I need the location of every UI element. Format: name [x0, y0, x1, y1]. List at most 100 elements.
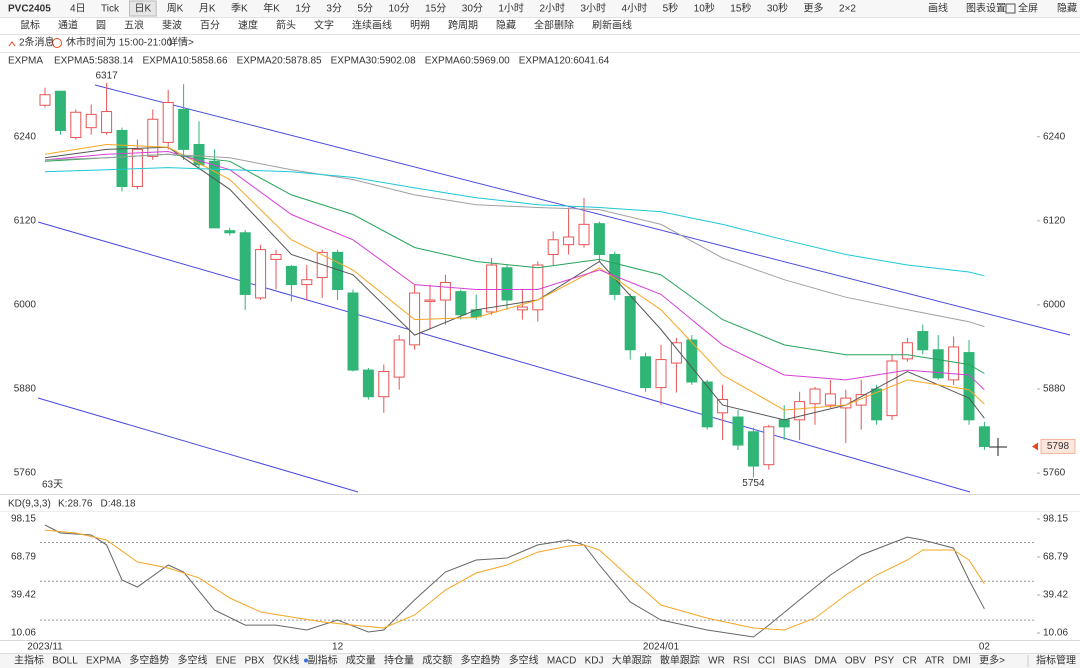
candle-body	[763, 426, 775, 466]
candle-body	[285, 265, 297, 286]
y-tick-label: 98.15	[1043, 514, 1068, 525]
manage-link[interactable]: 指标管理	[1036, 654, 1076, 667]
period-tab[interactable]: 季K	[231, 3, 248, 15]
indicator-tab[interactable]: MACD	[547, 656, 576, 667]
notice-text: 休市时间为 15:00-21:00	[66, 36, 173, 49]
indicator-tab[interactable]: 更多>	[979, 654, 1005, 667]
toolbar-action[interactable]: 图表设置	[966, 2, 1006, 15]
legend-entry: EXPMA30:5902.08	[331, 56, 416, 67]
period-tab[interactable]: 30分	[462, 3, 483, 15]
candle-body	[624, 296, 636, 351]
candle-body	[547, 239, 559, 255]
notice-link[interactable]: 详情>	[168, 36, 194, 49]
period-tab[interactable]: 4日	[70, 4, 86, 15]
indicator-tab[interactable]: 成交量	[346, 654, 376, 667]
indicator-tab[interactable]: OBV	[845, 656, 866, 667]
period-tab[interactable]: 3小时	[581, 3, 607, 15]
drawing-tool[interactable]: 明朔	[410, 19, 430, 32]
indicator-tab[interactable]: DMA	[814, 656, 837, 667]
bottom-bar	[0, 653, 1080, 668]
period-tab[interactable]: 1分	[295, 3, 311, 15]
candle-body	[932, 349, 944, 379]
indicator-tab[interactable]: 成交额	[422, 654, 452, 667]
indicator-tab[interactable]: ATR	[925, 656, 944, 667]
y-tick-label: 6240	[14, 131, 37, 142]
period-tab[interactable]: 3分	[326, 3, 342, 15]
indicator-tab[interactable]: 大单跟踪	[612, 654, 652, 667]
period-tab[interactable]: 周K	[167, 3, 184, 15]
period-tab[interactable]: 更多	[804, 2, 824, 15]
candle-body	[255, 249, 267, 299]
indicator-tab[interactable]: CCI	[758, 656, 775, 667]
period-tab[interactable]: 2×2	[839, 4, 856, 15]
indicator-tab[interactable]: 多空线	[509, 654, 539, 667]
drawing-tool[interactable]: 鼠标	[20, 19, 40, 32]
period-tab[interactable]: 4小时	[622, 3, 648, 15]
candle-body	[948, 346, 960, 381]
top-bar	[0, 0, 1080, 17]
indicator-tab[interactable]: 主指标	[14, 654, 44, 667]
drawing-tool[interactable]: 隐藏	[496, 20, 516, 32]
period-tab[interactable]: 10分	[389, 3, 410, 15]
period-tab[interactable]: 10秒	[694, 2, 715, 15]
toolbar-action[interactable]: 全屏	[1018, 2, 1038, 15]
indicator-tab[interactable]: CR	[902, 656, 916, 667]
symbol[interactable]: PVC2405	[8, 4, 51, 15]
indicator-tab[interactable]: 副指标	[308, 654, 338, 667]
period-tab[interactable]: 15秒	[730, 2, 751, 15]
expma-line	[44, 150, 985, 391]
period-tab[interactable]: 2小时	[539, 3, 565, 15]
message-count[interactable]: 2条消息	[19, 36, 55, 49]
expma-line	[44, 153, 985, 374]
period-tab[interactable]: 1小时	[498, 3, 524, 15]
candle-body	[393, 339, 405, 378]
period-tab[interactable]: 月K	[199, 3, 216, 15]
candle-body	[439, 282, 451, 301]
drawing-tool[interactable]: 文字	[314, 19, 334, 32]
candle-body	[486, 264, 498, 313]
indicator-tab[interactable]: BOLL	[52, 656, 78, 667]
candle-body	[378, 370, 390, 398]
toolbar-action[interactable]: 画线	[928, 2, 948, 15]
indicator-tab[interactable]: ENE	[216, 656, 237, 667]
drawing-tool[interactable]: 连续画线	[352, 19, 392, 32]
indicator-tab[interactable]: PSY	[874, 656, 894, 667]
toolbar-action[interactable]: 隐藏	[1057, 3, 1077, 15]
period-tab[interactable]: Tick	[101, 4, 120, 15]
collapse-icon	[8, 41, 16, 47]
indicator-tab[interactable]: KDJ	[585, 656, 604, 667]
drawing-tool[interactable]: 箭头	[276, 19, 296, 32]
drawing-tool[interactable]: 百分	[200, 20, 220, 32]
indicator-tab[interactable]: PBX	[244, 656, 264, 667]
drawing-tool[interactable]: 五浪	[124, 19, 144, 32]
drawing-tool[interactable]: 圆	[96, 20, 106, 32]
indicator-tab[interactable]: 多空趋势	[460, 654, 500, 667]
channel-line	[37, 397, 359, 493]
indicator-tab[interactable]: RSI	[733, 656, 750, 667]
clock-icon	[52, 38, 62, 48]
drawing-tool[interactable]: 刷新画线	[592, 19, 632, 32]
drawing-tool[interactable]: 速度	[238, 19, 258, 32]
drawing-tool[interactable]: 跨周期	[448, 20, 478, 32]
indicator-tab[interactable]: DMI	[953, 656, 971, 667]
y-tick-label: 10.06	[1043, 628, 1068, 639]
period-tab[interactable]: 年K	[263, 2, 280, 15]
indicator-tab[interactable]: 多空线	[177, 654, 207, 667]
indicator-tab[interactable]: 仅K线	[273, 654, 300, 667]
period-tab[interactable]: 30秒	[767, 2, 788, 15]
indicator-tab[interactable]: 持仓量	[384, 654, 414, 667]
period-tab[interactable]: 5分	[357, 3, 373, 15]
indicator-tab[interactable]: 多空趋势	[129, 654, 169, 667]
indicator-tab[interactable]: EXPMA	[86, 656, 121, 667]
indicator-tab[interactable]: WR	[708, 656, 725, 667]
indicator-tab[interactable]: 散单跟踪	[660, 654, 700, 667]
period-tab[interactable]: 日K	[135, 4, 152, 15]
candle-body	[778, 419, 790, 428]
indicator-tab[interactable]: BIAS	[783, 656, 806, 667]
period-tab[interactable]: 5秒	[663, 2, 679, 15]
drawing-tool[interactable]: 通道	[58, 19, 78, 32]
drawing-tool[interactable]: 全部删除	[534, 19, 574, 32]
period-tab[interactable]: 15分	[425, 3, 446, 15]
min-label: 5754	[742, 478, 765, 489]
drawing-tool[interactable]: 斐波	[162, 19, 182, 32]
